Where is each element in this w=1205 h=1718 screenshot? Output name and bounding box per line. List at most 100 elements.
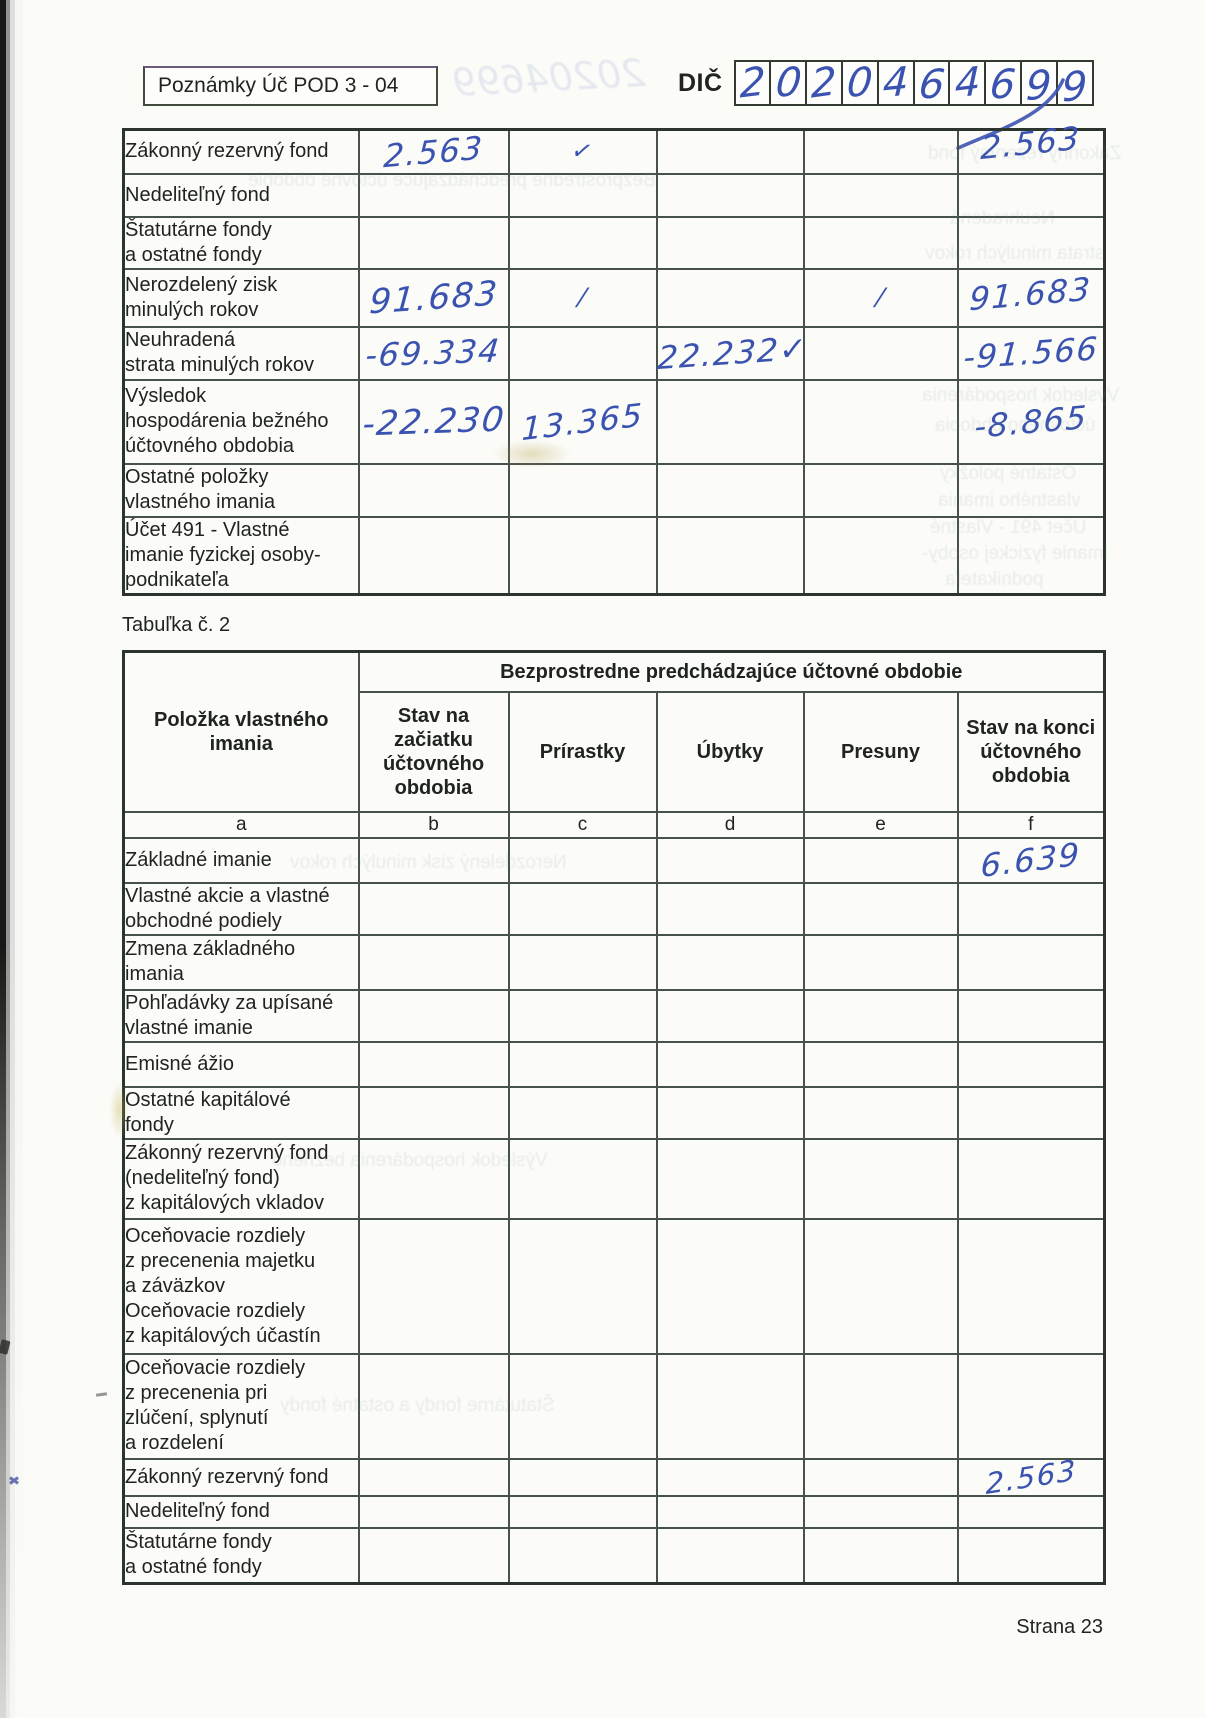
- value-cell-e: [802, 128, 959, 175]
- table-header-row: Stav na začiatku účtovného obdobia Príra…: [124, 690, 1106, 813]
- handwritten-value: -69.334: [364, 331, 503, 375]
- value-cell-c: [507, 1352, 658, 1460]
- handwritten-value: 2.563: [984, 1452, 1077, 1501]
- value-cell-c: [507, 1526, 658, 1585]
- row-label-cell: Neuhradená strata minulých rokov: [122, 325, 360, 381]
- row-label: Štatutárne fondy a ostatné fondy: [125, 1531, 272, 1579]
- row-label-cell: Oceňovacie rozdiely z precenenia pri zlú…: [122, 1352, 360, 1460]
- value-cell-e: [802, 1217, 959, 1355]
- table-row: Oceňovacie rozdiely z precenenia pri zlú…: [122, 1352, 1106, 1460]
- value-cell-d: [655, 836, 805, 884]
- row-label-cell: Zákonný rezervný fond (nedeliteľný fond)…: [122, 1137, 360, 1220]
- value-cell-f: [956, 172, 1106, 218]
- value-cell-d: [655, 988, 805, 1043]
- value-cell-e: [802, 1526, 959, 1585]
- equity-previous-period-table: Položka vlastného imania Bezprostredne p…: [122, 650, 1107, 1585]
- dic-digit-boxes: 2 0 2 0 4 6 4 6 9 9: [733, 58, 1094, 112]
- row-label: Zákonný rezervný fond: [125, 140, 329, 163]
- row-label-cell: Oceňovacie rozdiely z precenenia majetku…: [122, 1217, 360, 1355]
- value-cell-c: [507, 1217, 658, 1355]
- row-label-cell: Vlastné akcie a vlastné obchodné podiely: [122, 881, 360, 936]
- table-row: Oceňovacie rozdiely z precenenia majetku…: [122, 1217, 1106, 1355]
- spanning-header: Bezprostredne predchádzajúce účtovné obd…: [357, 650, 1106, 693]
- table-row: Štatutárne fondy a ostatné fondy: [122, 1526, 1106, 1585]
- dic-group: DIČ 2 0 2 0 4 6 4 6 9 9: [678, 58, 1094, 112]
- column-letter: c: [507, 810, 658, 839]
- table2-caption: Tabuľka č. 2: [122, 614, 231, 636]
- value-cell-b: [357, 988, 510, 1043]
- value-cell-f: [956, 1217, 1106, 1355]
- value-cell-d: [655, 378, 805, 465]
- handwritten-slash: /: [576, 283, 589, 311]
- row-label: Vlastné akcie a vlastné obchodné podiely: [125, 884, 330, 932]
- value-cell-c: [507, 1137, 658, 1220]
- value-cell-e: [802, 881, 959, 936]
- row-label: Základné imanie: [125, 848, 272, 871]
- value-cell-f: [956, 215, 1106, 270]
- row-label-cell: Štatutárne fondy a ostatné fondy: [122, 1526, 360, 1585]
- row-label-cell: Ostatné kapitálové fondy: [122, 1085, 360, 1140]
- column-header-b: Stav na začiatku účtovného obdobia: [357, 690, 510, 813]
- table-row: Nerozdelený zisk minulých rokov 91.683 /…: [122, 267, 1106, 328]
- handwritten-value: 13.365: [521, 395, 644, 448]
- value-cell-f: [956, 462, 1106, 518]
- value-cell-c: [507, 836, 658, 884]
- value-cell-e: [802, 378, 959, 465]
- handwritten-checkmark: ✓: [568, 135, 597, 167]
- bleedthrough-text: 20204699: [450, 50, 647, 106]
- row-label: Emisné ážio: [125, 1052, 234, 1075]
- table-row: Štatutárne fondy a ostatné fondy: [122, 215, 1106, 270]
- value-cell-e: [802, 1137, 959, 1220]
- value-cell-d: [655, 128, 805, 175]
- handwritten-digit: 2: [811, 58, 837, 108]
- value-cell-d: [655, 462, 805, 518]
- value-cell-e: [802, 933, 959, 991]
- table-row: Nedeliteľný fond: [122, 172, 1106, 218]
- form-code-box: Poznámky Úč POD 3 - 04: [143, 66, 438, 106]
- value-cell-b: [357, 1494, 510, 1529]
- value-cell-d: [655, 1494, 805, 1529]
- value-cell-c: 13.365: [507, 378, 658, 465]
- row-label-cell: Zákonný rezervný fond: [122, 1457, 360, 1497]
- value-cell-b: [357, 515, 510, 596]
- dic-box: 0: [771, 59, 808, 107]
- row-label-cell: Nedeliteľný fond: [122, 172, 360, 218]
- value-cell-b: [357, 881, 510, 936]
- table-row: Emisné ážio: [122, 1040, 1106, 1088]
- table-row: Neuhradená strata minulých rokov -69.334…: [122, 325, 1106, 381]
- value-cell-f: [956, 933, 1106, 991]
- value-cell-f: [956, 1085, 1106, 1140]
- row-label-cell: Základné imanie: [122, 836, 360, 884]
- handwritten-value: 91.683: [367, 273, 500, 322]
- value-cell-d: [655, 1352, 805, 1460]
- column-letter: f: [956, 810, 1106, 839]
- handwritten-digit: 9: [1061, 62, 1088, 112]
- value-cell-f: 2.563: [956, 1452, 1106, 1501]
- value-cell-c: /: [507, 267, 658, 328]
- value-cell-b: 2.563: [357, 128, 510, 175]
- row-label: Účet 491 - Vlastné imanie fyzickej osoby…: [125, 518, 321, 591]
- value-cell-d: [655, 215, 805, 270]
- handwritten-slash: /: [874, 283, 887, 311]
- value-cell-d: [655, 1040, 805, 1088]
- value-cell-b: [357, 836, 510, 884]
- row-label: Výsledok hospodárenia bežného účtovného …: [125, 385, 329, 457]
- value-cell-c: [507, 1040, 658, 1088]
- handwritten-digit: 2: [739, 58, 766, 108]
- row-label-cell: Ostatné položky vlastného imania: [122, 462, 360, 518]
- row-label-cell: Emisné ážio: [122, 1040, 360, 1088]
- value-cell-e: [802, 215, 959, 270]
- row-label-cell: Nerozdelený zisk minulých rokov: [122, 267, 360, 328]
- table-row: Základné imanie 6.639: [122, 835, 1106, 885]
- value-cell-f: [956, 881, 1106, 936]
- value-cell-b: [357, 1526, 510, 1585]
- row-label: Nedeliteľný fond: [125, 1500, 270, 1522]
- value-cell-b: [357, 462, 510, 518]
- row-label: Nedeliteľný fond: [125, 183, 270, 206]
- value-cell-d: [655, 1457, 805, 1497]
- value-cell-d: [655, 1137, 805, 1220]
- column-letter: a: [122, 810, 360, 839]
- handwritten-value: -91.566: [961, 329, 1100, 377]
- value-cell-c: [507, 1457, 658, 1497]
- pencil-mark: [95, 1392, 108, 1397]
